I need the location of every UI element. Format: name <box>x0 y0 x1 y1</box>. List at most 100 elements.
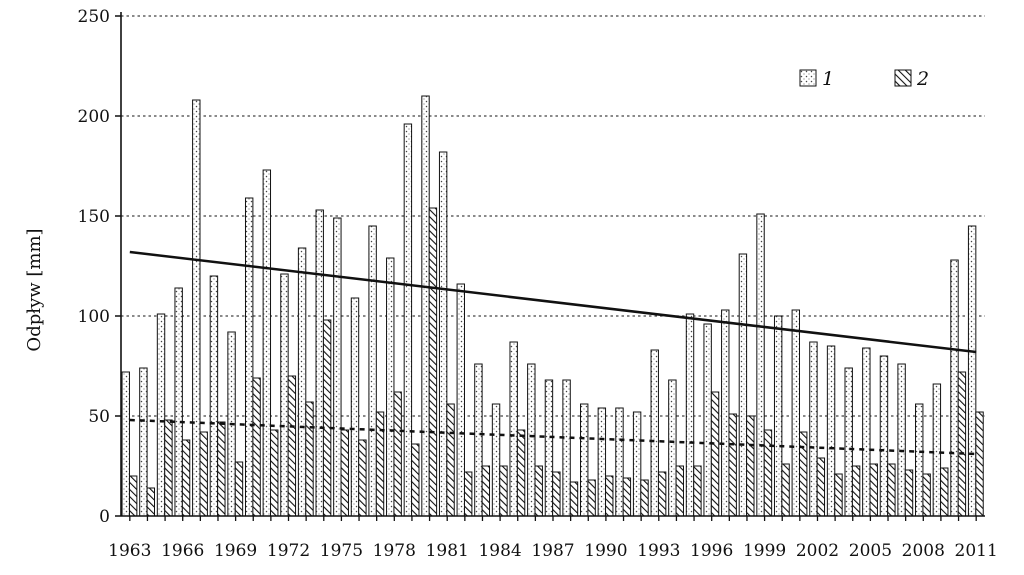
tick-labels: 0 50 100 150 200 250 1963 1966 1969 1972 1975 1978 1… <box>78 7 998 561</box>
bar-series-1 <box>350 297 360 517</box>
bar-series-2 <box>199 431 208 517</box>
bar-series-1 <box>897 363 906 517</box>
bar-series-1 <box>209 275 219 517</box>
bar-series-1 <box>685 313 695 517</box>
bar-series-1 <box>967 225 977 517</box>
x-tick-label: 1990 <box>584 541 627 561</box>
bar-series-2 <box>763 429 773 517</box>
bar-series-2 <box>428 207 438 517</box>
legend-swatch-2 <box>894 69 912 87</box>
bar-series-2 <box>799 431 808 517</box>
y-tick-label: 0 <box>99 507 110 527</box>
bar-series-2 <box>164 419 173 517</box>
bar-series-2 <box>128 475 138 517</box>
bar-series-2 <box>975 411 984 517</box>
bar-series-1 <box>932 383 942 517</box>
bar-series-2 <box>270 429 279 517</box>
bar-series-2 <box>657 471 667 517</box>
x-tick-label: 1978 <box>373 541 416 561</box>
bar-series-1 <box>773 315 783 517</box>
x-tick-label: 1969 <box>214 541 257 561</box>
bar-series-2 <box>887 463 896 517</box>
bar-series-1 <box>580 403 589 517</box>
bar-series-1 <box>386 257 395 517</box>
x-tick-label: 1993 <box>637 541 680 561</box>
bar-series-1 <box>915 403 924 517</box>
bar-series-2 <box>940 467 949 517</box>
bar-series-2 <box>640 479 649 517</box>
bar-series-1 <box>809 341 818 517</box>
bar-series-2 <box>305 401 314 517</box>
bar-series-1 <box>632 411 642 517</box>
y-axis-label: Odpływ [mm] <box>24 228 45 351</box>
axes <box>115 12 985 521</box>
y-tick-label: 250 <box>78 7 110 27</box>
x-tick-label: 1966 <box>161 541 204 561</box>
bar-series-2 <box>622 477 632 517</box>
bar-series-2 <box>816 457 826 517</box>
y-tick-label: 200 <box>78 107 110 127</box>
bar-series-1 <box>280 273 289 517</box>
bar-series-1 <box>879 355 889 517</box>
bar-series-2 <box>393 391 402 517</box>
bar-series-1 <box>597 407 607 517</box>
bar-series-1 <box>721 309 730 517</box>
x-tick-label: 1972 <box>267 541 310 561</box>
trend-lines <box>129 250 977 456</box>
x-tick-label: 1984 <box>478 541 521 561</box>
bar-series-1 <box>368 225 377 517</box>
bar-series-1 <box>491 403 501 517</box>
bar-series-2 <box>869 463 878 517</box>
bar-series-2 <box>587 479 596 517</box>
bar-series-1 <box>139 367 148 517</box>
bar-series-1 <box>156 313 166 517</box>
bar-series-1 <box>244 197 254 517</box>
bar-series-1 <box>262 169 272 517</box>
bar-series-1 <box>668 379 677 517</box>
bars <box>121 95 984 517</box>
bar-series-1 <box>862 347 871 517</box>
bar-series-2 <box>463 471 473 517</box>
trend-line-series-2 <box>129 418 977 456</box>
bar-series-1 <box>438 151 448 517</box>
legend-label-1: 1 <box>822 68 834 90</box>
bar-series-2 <box>904 469 914 517</box>
bar-series-1 <box>121 371 130 517</box>
bar-series-2 <box>181 439 191 517</box>
bar-series-1 <box>474 363 483 517</box>
bar-series-2 <box>516 429 526 517</box>
bar-series-2 <box>499 465 508 517</box>
bar-series-1 <box>315 209 324 517</box>
x-tick-label: 2008 <box>902 541 945 561</box>
bar-series-1 <box>844 367 853 517</box>
legend-swatch-1 <box>799 69 817 87</box>
legend-label-2: 2 <box>916 68 929 90</box>
bar-series-1 <box>421 95 430 517</box>
bar-series-2 <box>781 463 790 517</box>
bar-series-2 <box>957 371 967 517</box>
bar-series-1 <box>615 407 624 517</box>
bar-series-1 <box>562 379 571 517</box>
bar-series-2 <box>851 465 861 517</box>
bar-series-1 <box>756 213 765 517</box>
bar-series-2 <box>411 443 420 517</box>
x-tick-label: 2011 <box>955 541 998 561</box>
trend-line-series-1 <box>129 250 977 354</box>
bar-series-2 <box>252 377 261 517</box>
bar-series-2 <box>605 475 614 517</box>
bar-series-1 <box>791 309 801 517</box>
bar-series-1 <box>527 363 536 517</box>
x-tick-label: 2005 <box>849 541 892 561</box>
x-tick-label: 2002 <box>796 541 839 561</box>
bar-series-2 <box>446 403 455 517</box>
bar-series-1 <box>297 247 307 517</box>
bar-series-1 <box>174 287 183 517</box>
bar-series-2 <box>217 421 226 517</box>
bar-series-2 <box>728 413 737 517</box>
bar-series-1 <box>544 379 554 517</box>
bar-series-1 <box>650 349 659 517</box>
bar-series-2 <box>481 465 491 517</box>
x-tick-label: 1987 <box>531 541 574 561</box>
